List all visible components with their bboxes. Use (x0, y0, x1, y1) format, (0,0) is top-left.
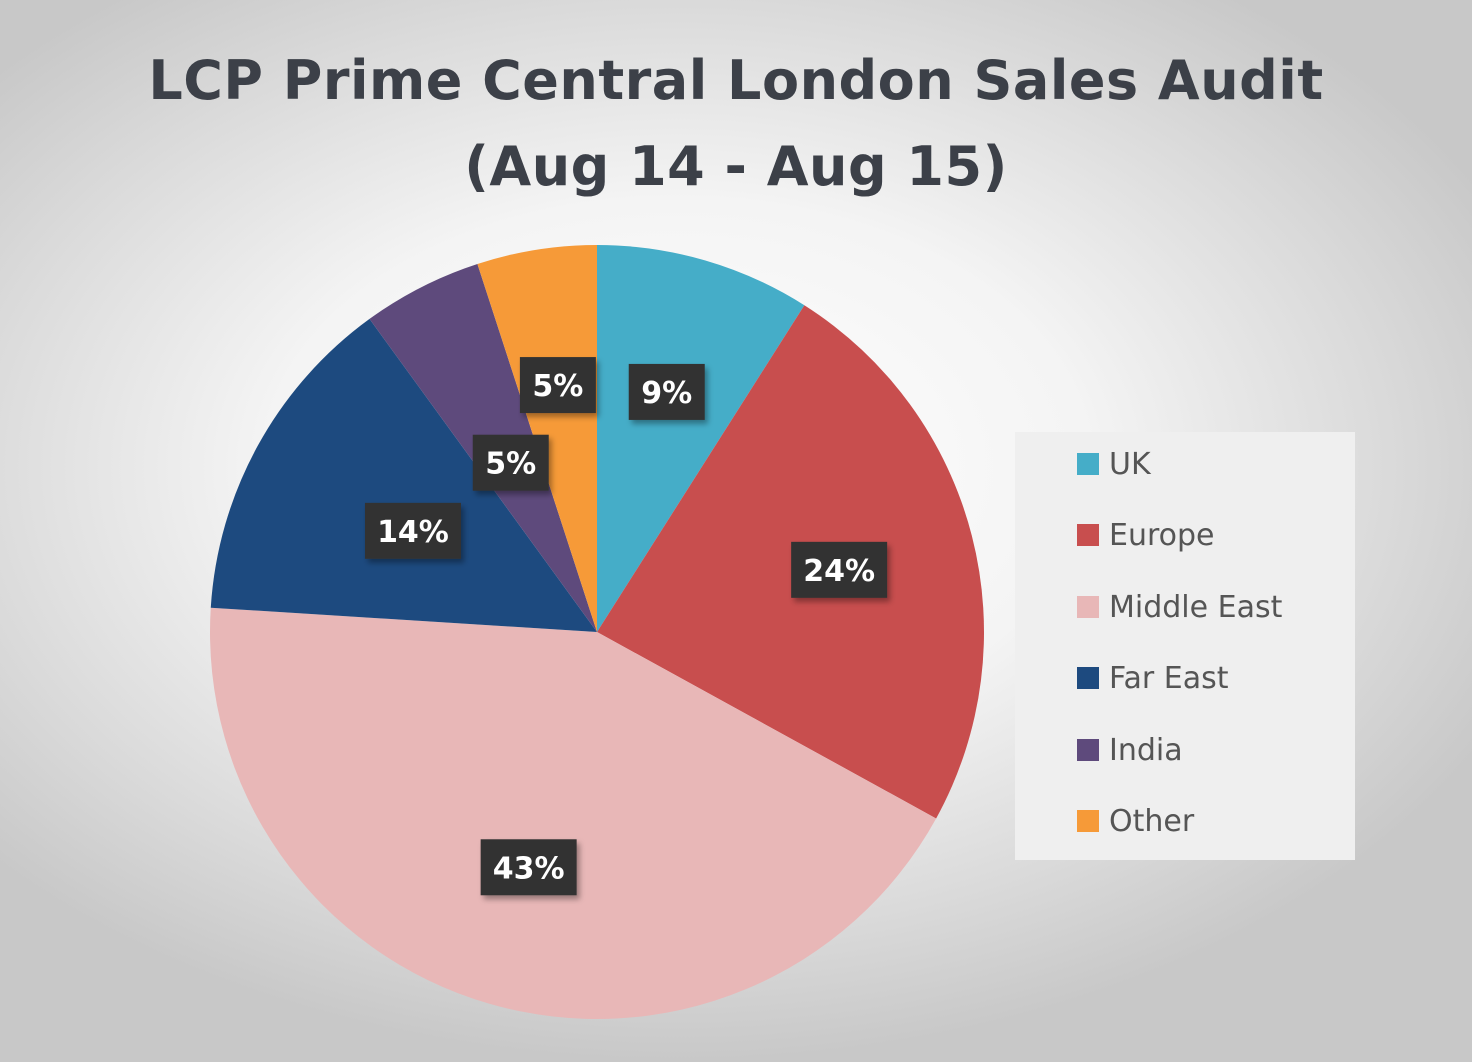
data-label-text-other: 5% (532, 369, 583, 404)
legend-swatch-middle-east (1077, 596, 1099, 618)
data-label-text-uk: 9% (641, 376, 692, 411)
legend-label-middle-east: Middle East (1109, 589, 1283, 625)
legend-item-other: Other (1077, 801, 1194, 841)
legend-item-india: India (1077, 730, 1183, 770)
chart-title: LCP Prime Central London Sales Audit (Au… (0, 38, 1472, 210)
data-label-box-india (472, 434, 549, 491)
legend-item-middle-east: Middle East (1077, 587, 1282, 627)
legend-label-india: India (1109, 732, 1183, 768)
data-label-box-other (519, 357, 596, 414)
pie-slice-far-east (210, 318, 597, 632)
legend-swatch-far-east (1077, 667, 1099, 689)
chart-subtitle: (Aug 14 - Aug 15) (464, 135, 1008, 198)
legend-label-europe: Europe (1109, 517, 1215, 553)
data-label-text-europe: 24% (803, 554, 875, 589)
data-label-box-europe (791, 541, 888, 598)
data-label-other: 5% (519, 357, 596, 414)
legend-swatch-other (1077, 810, 1099, 832)
legend-item-far-east: Far East (1077, 658, 1229, 698)
data-label-box-far-east (364, 502, 461, 559)
legend-item-europe: Europe (1077, 515, 1215, 555)
chart-legend: UK Europe Middle East Far East India Oth… (1015, 432, 1355, 860)
legend-swatch-india (1077, 739, 1099, 761)
data-label-box-middle-east (480, 839, 577, 896)
pie-slices (209, 245, 984, 1020)
data-label-middle-east: 43% (480, 839, 577, 896)
legend-swatch-uk (1077, 453, 1099, 475)
chart-title-line1: LCP Prime Central London Sales Audit (148, 49, 1324, 112)
data-label-text-india: 5% (485, 447, 536, 482)
data-label-text-middle-east: 43% (493, 851, 565, 886)
pie-data-labels: 9% 24% 43% 14% 5% 5% (364, 357, 888, 896)
legend-swatch-europe (1077, 524, 1099, 546)
pie-slice-europe (597, 305, 984, 819)
data-label-uk: 9% (628, 363, 705, 420)
pie-slice-middle-east (209, 607, 937, 1020)
legend-label-uk: UK (1109, 446, 1151, 482)
data-label-far-east: 14% (364, 502, 461, 559)
legend-label-far-east: Far East (1109, 660, 1229, 696)
data-label-text-far-east: 14% (377, 515, 449, 550)
legend-label-other: Other (1109, 803, 1195, 839)
data-label-box-uk (628, 363, 705, 420)
data-label-europe: 24% (791, 541, 888, 598)
data-label-india: 5% (472, 434, 549, 491)
legend-item-uk: UK (1077, 444, 1151, 484)
pie-slice-uk (597, 245, 805, 632)
